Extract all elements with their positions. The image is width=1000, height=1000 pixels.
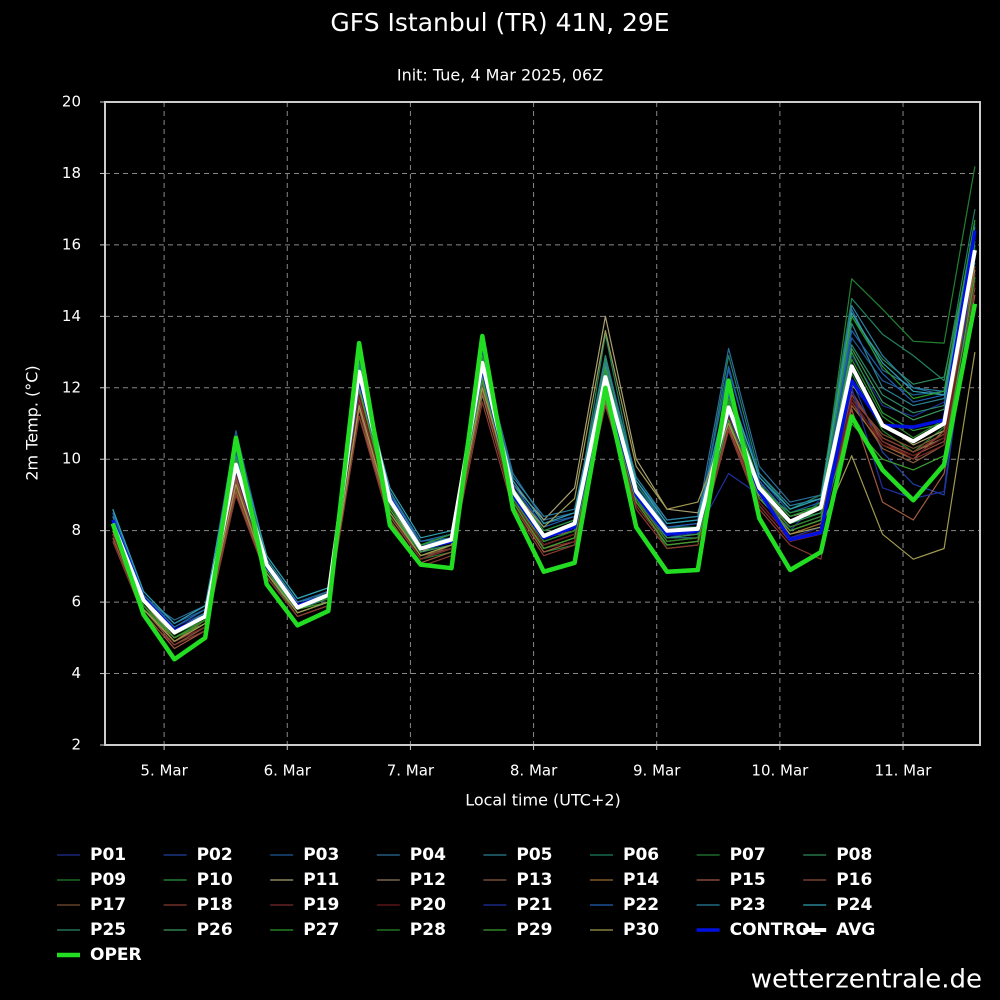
legend-label: P17 [90,895,126,915]
legend-label: P26 [197,920,233,940]
legend-label: P07 [730,845,766,865]
legend-label: P13 [516,870,552,890]
plot-frame [104,101,981,746]
y-tick-label: 10 [62,450,81,468]
x-tick-label: 10. Mar [751,762,809,780]
legend-label: AVG [836,920,875,940]
y-tick-label: 2 [71,736,81,754]
legend-label: P29 [516,920,552,940]
legend-label: P25 [90,920,126,940]
y-tick-label: 4 [71,664,81,682]
legend-label: P18 [197,895,233,915]
x-tick-label: 8. Mar [510,762,558,780]
y-axis-label: 2m Temp. (°C) [23,365,42,480]
legend-label: P16 [836,870,872,890]
legend-label: P12 [410,870,446,890]
legend-label: CONTROL [730,920,821,940]
x-tick-label: 5. Mar [140,762,188,780]
legend-label: P04 [410,845,446,865]
legend-label: P15 [730,870,766,890]
legend-label: P10 [197,870,233,890]
x-axis-label: Local time (UTC+2) [465,791,621,810]
legend-label: P21 [516,895,552,915]
chart-title: GFS Istanbul (TR) 41N, 29E [330,8,669,37]
y-tick-label: 18 [62,164,81,182]
axes: 2 4 6 8 10 12 14 16 18 20 5. Mar 6. Mar 7. Mar 8. Mar… [62,93,981,780]
legend-label: P05 [516,845,552,865]
y-tick-label: 14 [62,307,81,325]
legend-label: P30 [623,920,659,940]
legend-label: P08 [836,845,872,865]
y-tick-label: 6 [71,593,81,611]
series-line [112,237,976,625]
series-line [110,303,978,662]
chart-subtitle: Init: Tue, 4 Mar 2025, 06Z [397,66,603,85]
x-tick-label: 9. Mar [633,762,681,780]
x-tick-label: 6. Mar [264,762,312,780]
legend-label: P02 [197,845,233,865]
legend-label: P03 [303,845,339,865]
legend-label: P22 [623,895,659,915]
x-tick-label: 11. Mar [875,762,933,780]
watermark: wetterzentrale.de [751,965,982,995]
y-tick-label: 20 [62,93,81,111]
legend-label: P14 [623,870,659,890]
legend-label: P09 [90,870,126,890]
legend-label: P19 [303,895,339,915]
legend-label: P11 [303,870,339,890]
legend-label: P23 [730,895,766,915]
x-tick-label: 7. Mar [387,762,435,780]
legend-label: P27 [303,920,339,940]
plot-lines [110,166,978,662]
y-tick-label: 16 [62,235,81,253]
legend-label: P06 [623,845,659,865]
y-tick-label: 12 [62,378,81,396]
legend-label: P20 [410,895,446,915]
legend-label: P28 [410,920,446,940]
legend-label: P24 [836,895,872,915]
legend-label: OPER [90,945,142,965]
y-tick-label: 8 [71,521,81,539]
legend-label: P01 [90,845,126,865]
legend: P01 P02 P03 P04 P05 P06 P07 P08 P09 P10 P11 P12 P13 P… [57,845,875,965]
